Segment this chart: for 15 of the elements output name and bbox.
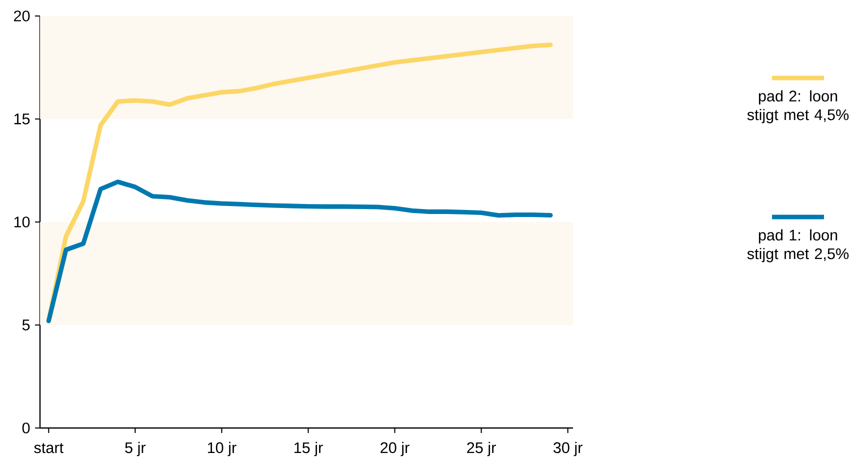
x-tick-label: 30 jr bbox=[553, 442, 582, 456]
x-tick-label: start bbox=[34, 443, 64, 454]
x-tick-label: 5 jr bbox=[125, 442, 146, 456]
x-tick-label: 15 jr bbox=[294, 442, 323, 456]
y-tick-label: 15 bbox=[14, 114, 30, 124]
y-tick-label: 10 bbox=[14, 216, 30, 228]
y-tick-label: 20 bbox=[14, 10, 30, 22]
y-tick-label: 5 bbox=[22, 320, 30, 330]
y-tick-label: 0 bbox=[22, 422, 30, 434]
legend-label: pad 1: loon stijgt met 2,5% bbox=[747, 229, 849, 262]
legend-label: pad 2: loon stijgt met 4,5% bbox=[747, 90, 849, 124]
line-series bbox=[46, 180, 553, 324]
x-tick-label: 10 jr bbox=[208, 442, 236, 456]
x-tick-label: 20 jr bbox=[380, 442, 410, 456]
x-tick-label: 25 jr bbox=[467, 442, 496, 456]
